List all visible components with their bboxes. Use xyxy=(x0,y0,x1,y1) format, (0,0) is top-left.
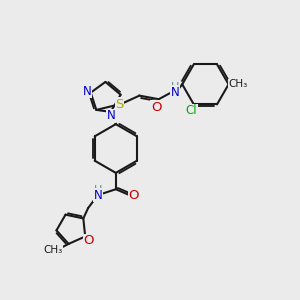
Text: O: O xyxy=(151,101,162,114)
Text: N: N xyxy=(83,85,92,98)
Text: H: H xyxy=(94,185,103,195)
Text: H: H xyxy=(171,82,179,92)
Text: O: O xyxy=(83,235,94,248)
Text: N: N xyxy=(170,85,179,99)
Text: N: N xyxy=(94,189,103,202)
Text: Cl: Cl xyxy=(186,104,197,118)
Text: CH₃: CH₃ xyxy=(43,245,62,255)
Text: CH₃: CH₃ xyxy=(229,79,248,89)
Text: S: S xyxy=(115,98,124,111)
Text: N: N xyxy=(107,109,116,122)
Text: O: O xyxy=(128,189,139,202)
